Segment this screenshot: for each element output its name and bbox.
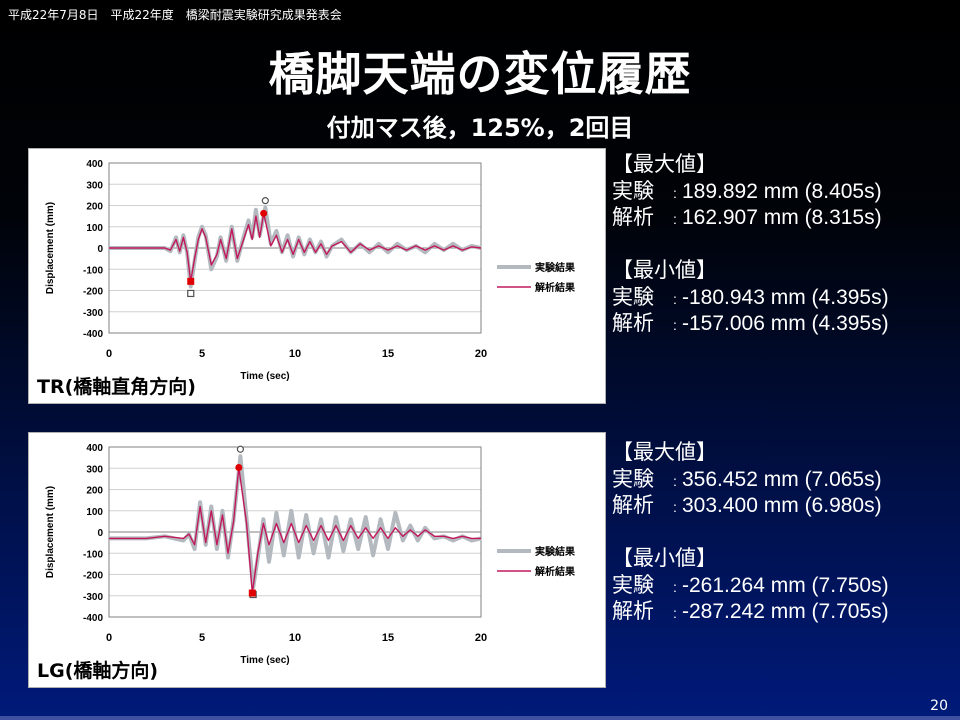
legend-label-experiment: 実験結果	[535, 545, 576, 558]
header-line: 平成22年7月8日 平成22年度 橋梁耐震実験研究成果発表会	[8, 8, 342, 22]
min-ana-key: 解析	[612, 600, 654, 623]
max-exp-value: 189.892 mm (8.405s)	[682, 179, 882, 203]
y-tick-label: -300	[83, 308, 103, 319]
panel-label-tr: TR(橋軸直角方向)	[37, 376, 196, 398]
colon: :	[673, 605, 677, 621]
min-exp-value: -261.264 mm (7.750s)	[682, 573, 889, 597]
y-tick-label: -200	[83, 287, 103, 298]
peak-marker-analysis	[248, 589, 256, 597]
y-tick-label: 400	[86, 159, 103, 170]
y-tick-label: 300	[86, 180, 103, 191]
min-exp-key: 実験	[612, 573, 654, 597]
max-exp-value: 356.452 mm (7.065s)	[682, 467, 882, 491]
min-ana-row: 解析: -287.242 mm (7.705s)	[612, 599, 957, 626]
series-line-analysis	[109, 466, 481, 594]
peak-marker-experiment	[261, 197, 269, 205]
y-tick-label: 100	[86, 507, 103, 518]
max-ana-value: 162.907 mm (8.315s)	[682, 206, 882, 229]
y-tick-label: 300	[86, 464, 103, 475]
x-axis-title: Time (sec)	[240, 655, 289, 666]
panel-label-lg: LG(橋軸方向)	[37, 660, 159, 682]
min-ana-value: -157.006 mm (4.395s)	[682, 312, 889, 335]
colon: :	[673, 211, 677, 227]
colon: :	[673, 290, 677, 307]
x-tick-label: 5	[199, 348, 205, 360]
y-tick-label: 0	[97, 244, 103, 255]
y-tick-label: -400	[83, 613, 103, 624]
x-tick-label: 15	[382, 348, 394, 360]
colon: :	[673, 472, 677, 489]
slide-title: 橋脚天端の変位履歴	[268, 47, 692, 101]
max-exp-key: 実験	[612, 467, 654, 491]
x-tick-label: 10	[289, 348, 301, 360]
chart-panel-tr: 400 300 200 100 0 -100 -200 -300 -400 0 5 10 15 20 Dis…	[28, 148, 606, 404]
series-line-analysis	[109, 212, 482, 283]
page-number: 20	[930, 698, 948, 714]
max-ana-value: 303.400 mm (6.980s)	[682, 494, 882, 517]
y-axis-title: Displacement (mm)	[45, 486, 56, 578]
colon: :	[673, 184, 677, 201]
y-tick-label: 200	[86, 486, 103, 497]
bottom-bar	[0, 716, 960, 720]
max-exp-row: 実験:189.892 mm (8.405s)	[612, 179, 957, 206]
x-tick-label: 5	[199, 632, 205, 644]
legend-label-analysis: 解析結果	[535, 281, 576, 294]
y-tick-label: 400	[86, 443, 103, 454]
x-tick-label: 15	[382, 632, 394, 644]
x-tick-label: 20	[475, 632, 487, 644]
peak-marker-analysis	[235, 464, 243, 472]
min-heading: 【最小値】	[612, 259, 717, 282]
y-tick-label: -300	[83, 592, 103, 603]
max-exp-key: 実験	[612, 179, 654, 203]
x-tick-label: 0	[106, 348, 112, 360]
colon: :	[673, 317, 677, 333]
legend-label-analysis: 解析結果	[535, 565, 576, 578]
x-tick-label: 10	[289, 632, 301, 644]
y-tick-label: -100	[83, 265, 103, 276]
y-tick-label: 0	[97, 528, 103, 539]
min-heading: 【最小値】	[612, 547, 717, 570]
max-ana-key: 解析	[612, 206, 654, 229]
y-tick-label: -100	[83, 549, 103, 560]
max-heading: 【最大値】	[612, 441, 717, 464]
y-axis-title: Displacement (mm)	[45, 202, 56, 294]
x-axis-title: Time (sec)	[240, 371, 289, 382]
y-tick-label: -400	[83, 329, 103, 340]
min-exp-row: 実験: -261.264 mm (7.750s)	[612, 573, 957, 600]
peak-marker-analysis	[260, 209, 268, 217]
peak-marker-analysis	[187, 277, 195, 285]
y-tick-label: 200	[86, 202, 103, 213]
plot-frame	[108, 446, 482, 618]
max-ana-row: 解析:162.907 mm (8.315s)	[612, 205, 957, 232]
x-tick-label: 20	[475, 348, 487, 360]
colon: :	[673, 578, 677, 595]
min-ana-row: 解析: -157.006 mm (4.395s)	[612, 311, 957, 338]
series-line-experiment	[109, 454, 482, 590]
min-ana-key: 解析	[612, 312, 654, 335]
x-tick-label: 0	[106, 632, 112, 644]
min-exp-row: 実験: -180.943 mm (4.395s)	[612, 285, 957, 312]
legend-label-experiment: 実験結果	[535, 261, 576, 274]
chart-panel-lg: 400 300 200 100 0 -100 -200 -300 -400 0 5 10 15 20 Dis…	[28, 432, 606, 688]
min-ana-value: -287.242 mm (7.705s)	[682, 600, 889, 623]
peak-marker-experiment	[236, 445, 245, 453]
max-heading: 【最大値】	[612, 153, 717, 176]
y-tick-label: -200	[83, 571, 103, 582]
min-exp-value: -180.943 mm (4.395s)	[682, 285, 889, 309]
colon: :	[673, 499, 677, 515]
min-exp-key: 実験	[612, 285, 654, 309]
max-ana-row: 解析:303.400 mm (6.980s)	[612, 493, 957, 520]
max-exp-row: 実験:356.452 mm (7.065s)	[612, 467, 957, 494]
stats-block-lg: 【最大値】 実験:356.452 mm (7.065s) 解析:303.400 …	[612, 440, 957, 626]
peak-marker-experiment	[187, 289, 195, 298]
y-tick-label: 100	[86, 223, 103, 234]
slide-subtitle: 付加マス後，125%，2回目	[326, 114, 634, 142]
series-line-experiment	[109, 205, 482, 289]
max-ana-key: 解析	[612, 494, 654, 517]
stats-block-tr: 【最大値】 実験:189.892 mm (8.405s) 解析:162.907 …	[612, 152, 957, 338]
